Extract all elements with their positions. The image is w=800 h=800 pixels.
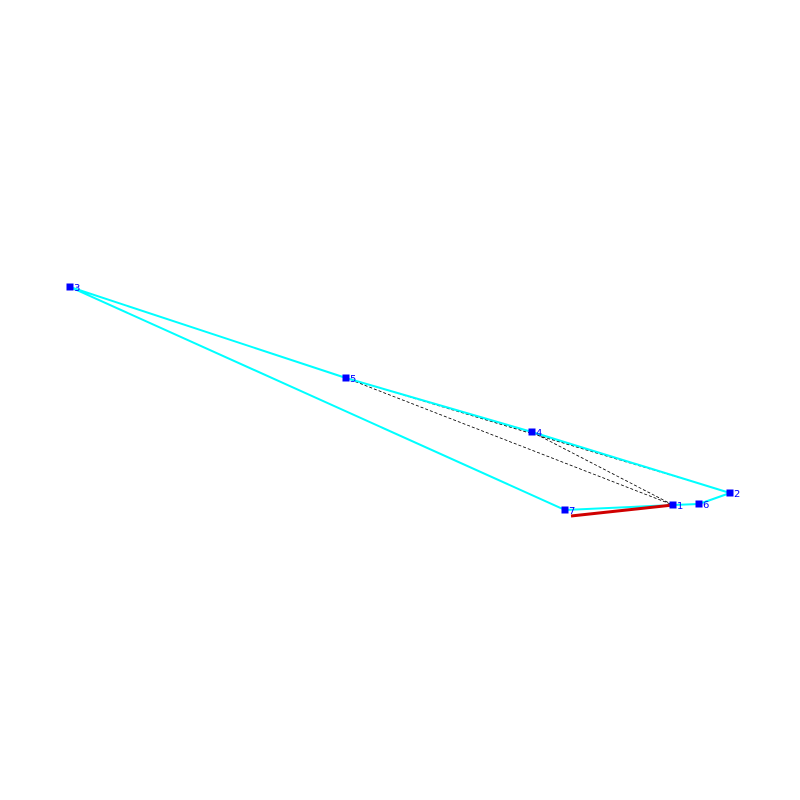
dashed-edge-4-1 xyxy=(531,431,674,506)
node-label-2: 2 xyxy=(734,489,740,500)
dashed-edge-5-1 xyxy=(345,377,674,506)
node-label-1: 1 xyxy=(677,501,683,512)
node-7[interactable]: 7 xyxy=(561,506,576,517)
node-marker-5[interactable] xyxy=(342,374,350,382)
node-label-7: 7 xyxy=(569,506,575,517)
node-2[interactable]: 2 xyxy=(726,489,741,500)
node-1[interactable]: 1 xyxy=(669,501,684,512)
outline-path xyxy=(69,286,731,511)
outline-polygon xyxy=(69,286,731,511)
node-label-4: 4 xyxy=(536,428,542,439)
node-label-6: 6 xyxy=(703,500,709,511)
node-6[interactable]: 6 xyxy=(695,500,710,511)
node-marker-6[interactable] xyxy=(695,500,703,508)
node-marker-7[interactable] xyxy=(561,506,569,514)
node-marker-1[interactable] xyxy=(669,501,677,509)
highlight-edge xyxy=(570,503,674,518)
node-label-3: 3 xyxy=(74,283,80,294)
node-marker-3[interactable] xyxy=(66,283,74,291)
nodes: 1 2 3 4 5 6 7 xyxy=(66,283,741,517)
node-4[interactable]: 4 xyxy=(528,428,543,439)
node-3[interactable]: 3 xyxy=(66,283,81,294)
highlight-edge-7-1 xyxy=(570,503,674,518)
node-marker-4[interactable] xyxy=(528,428,536,436)
node-5[interactable]: 5 xyxy=(342,374,357,385)
node-marker-2[interactable] xyxy=(726,489,734,497)
node-label-5: 5 xyxy=(350,374,356,385)
